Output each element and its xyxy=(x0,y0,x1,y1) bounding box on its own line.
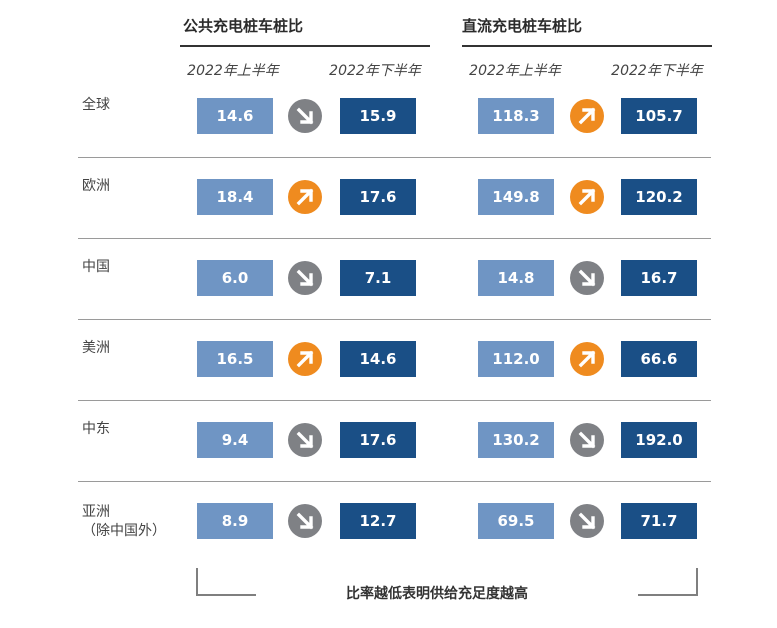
footnote-text: 比率越低表明供给充足度越高 xyxy=(346,586,528,602)
dc-h1-column-label: 2022年上半年 xyxy=(469,63,561,79)
dc-h1-value: 69.5 xyxy=(478,503,554,539)
public-h1-value: 14.6 xyxy=(197,98,273,134)
dc-h2-column-label: 2022年下半年 xyxy=(611,63,703,79)
region-label: 美洲 xyxy=(82,339,110,358)
public-h2-value: 12.7 xyxy=(340,503,416,539)
arrow-down-right-icon xyxy=(288,423,322,457)
dc-h1-value: 149.8 xyxy=(478,179,554,215)
region-label-line: 亚洲 xyxy=(82,504,110,520)
dc-h2-value: 192.0 xyxy=(621,422,697,458)
region-label: 中东 xyxy=(82,420,110,439)
dc-h2-value: 16.7 xyxy=(621,260,697,296)
arrow-up-right-icon xyxy=(570,180,604,214)
public-h1-value: 9.4 xyxy=(197,422,273,458)
dc-h1-value: 112.0 xyxy=(478,341,554,377)
public-h1-value: 16.5 xyxy=(197,341,273,377)
region-label: 中国 xyxy=(82,258,110,277)
public-h2-value: 14.6 xyxy=(340,341,416,377)
dc-h2-value: 105.7 xyxy=(621,98,697,134)
row-separator xyxy=(78,481,711,482)
region-label-line: 美洲 xyxy=(82,340,110,356)
region-label-line: 中东 xyxy=(82,421,110,437)
arrow-down-right-icon xyxy=(570,504,604,538)
row-separator xyxy=(78,238,711,239)
arrow-down-right-icon xyxy=(288,99,322,133)
arrow-up-right-icon xyxy=(570,342,604,376)
arrow-down-right-icon xyxy=(288,261,322,295)
region-label: 全球 xyxy=(82,96,110,115)
footnote-bracket-right xyxy=(638,568,698,596)
row-separator xyxy=(78,400,711,401)
footnote-bracket-left xyxy=(196,568,256,596)
public-group-underline xyxy=(180,45,430,47)
public-h2-value: 17.6 xyxy=(340,422,416,458)
arrow-up-right-icon xyxy=(288,180,322,214)
public-h1-column-label: 2022年上半年 xyxy=(187,63,279,79)
region-label: 亚洲 （除中国外） xyxy=(82,503,166,541)
region-label-line: 全球 xyxy=(82,97,110,113)
dc-h1-value: 14.8 xyxy=(478,260,554,296)
region-label-line: （除中国外） xyxy=(82,523,166,539)
arrow-down-right-icon xyxy=(570,261,604,295)
dc-h2-value: 120.2 xyxy=(621,179,697,215)
region-label-line: 欧洲 xyxy=(82,178,110,194)
row-separator xyxy=(78,157,711,158)
region-label-line: 中国 xyxy=(82,259,110,275)
public-h2-value: 7.1 xyxy=(340,260,416,296)
dc-group-title: 直流充电桩车桩比 xyxy=(462,17,583,35)
public-h2-column-label: 2022年下半年 xyxy=(329,63,421,79)
region-label: 欧洲 xyxy=(82,177,110,196)
row-separator xyxy=(78,319,711,320)
public-group-title: 公共充电桩车桩比 xyxy=(183,17,304,35)
public-h2-value: 15.9 xyxy=(340,98,416,134)
public-h1-value: 6.0 xyxy=(197,260,273,296)
public-h1-value: 18.4 xyxy=(197,179,273,215)
dc-h1-value: 130.2 xyxy=(478,422,554,458)
dc-h2-value: 66.6 xyxy=(621,341,697,377)
dc-h1-value: 118.3 xyxy=(478,98,554,134)
arrow-up-right-icon xyxy=(288,342,322,376)
public-h2-value: 17.6 xyxy=(340,179,416,215)
arrow-down-right-icon xyxy=(570,423,604,457)
arrow-down-right-icon xyxy=(288,504,322,538)
dc-group-underline xyxy=(462,45,712,47)
arrow-up-right-icon xyxy=(570,99,604,133)
public-h1-value: 8.9 xyxy=(197,503,273,539)
dc-h2-value: 71.7 xyxy=(621,503,697,539)
